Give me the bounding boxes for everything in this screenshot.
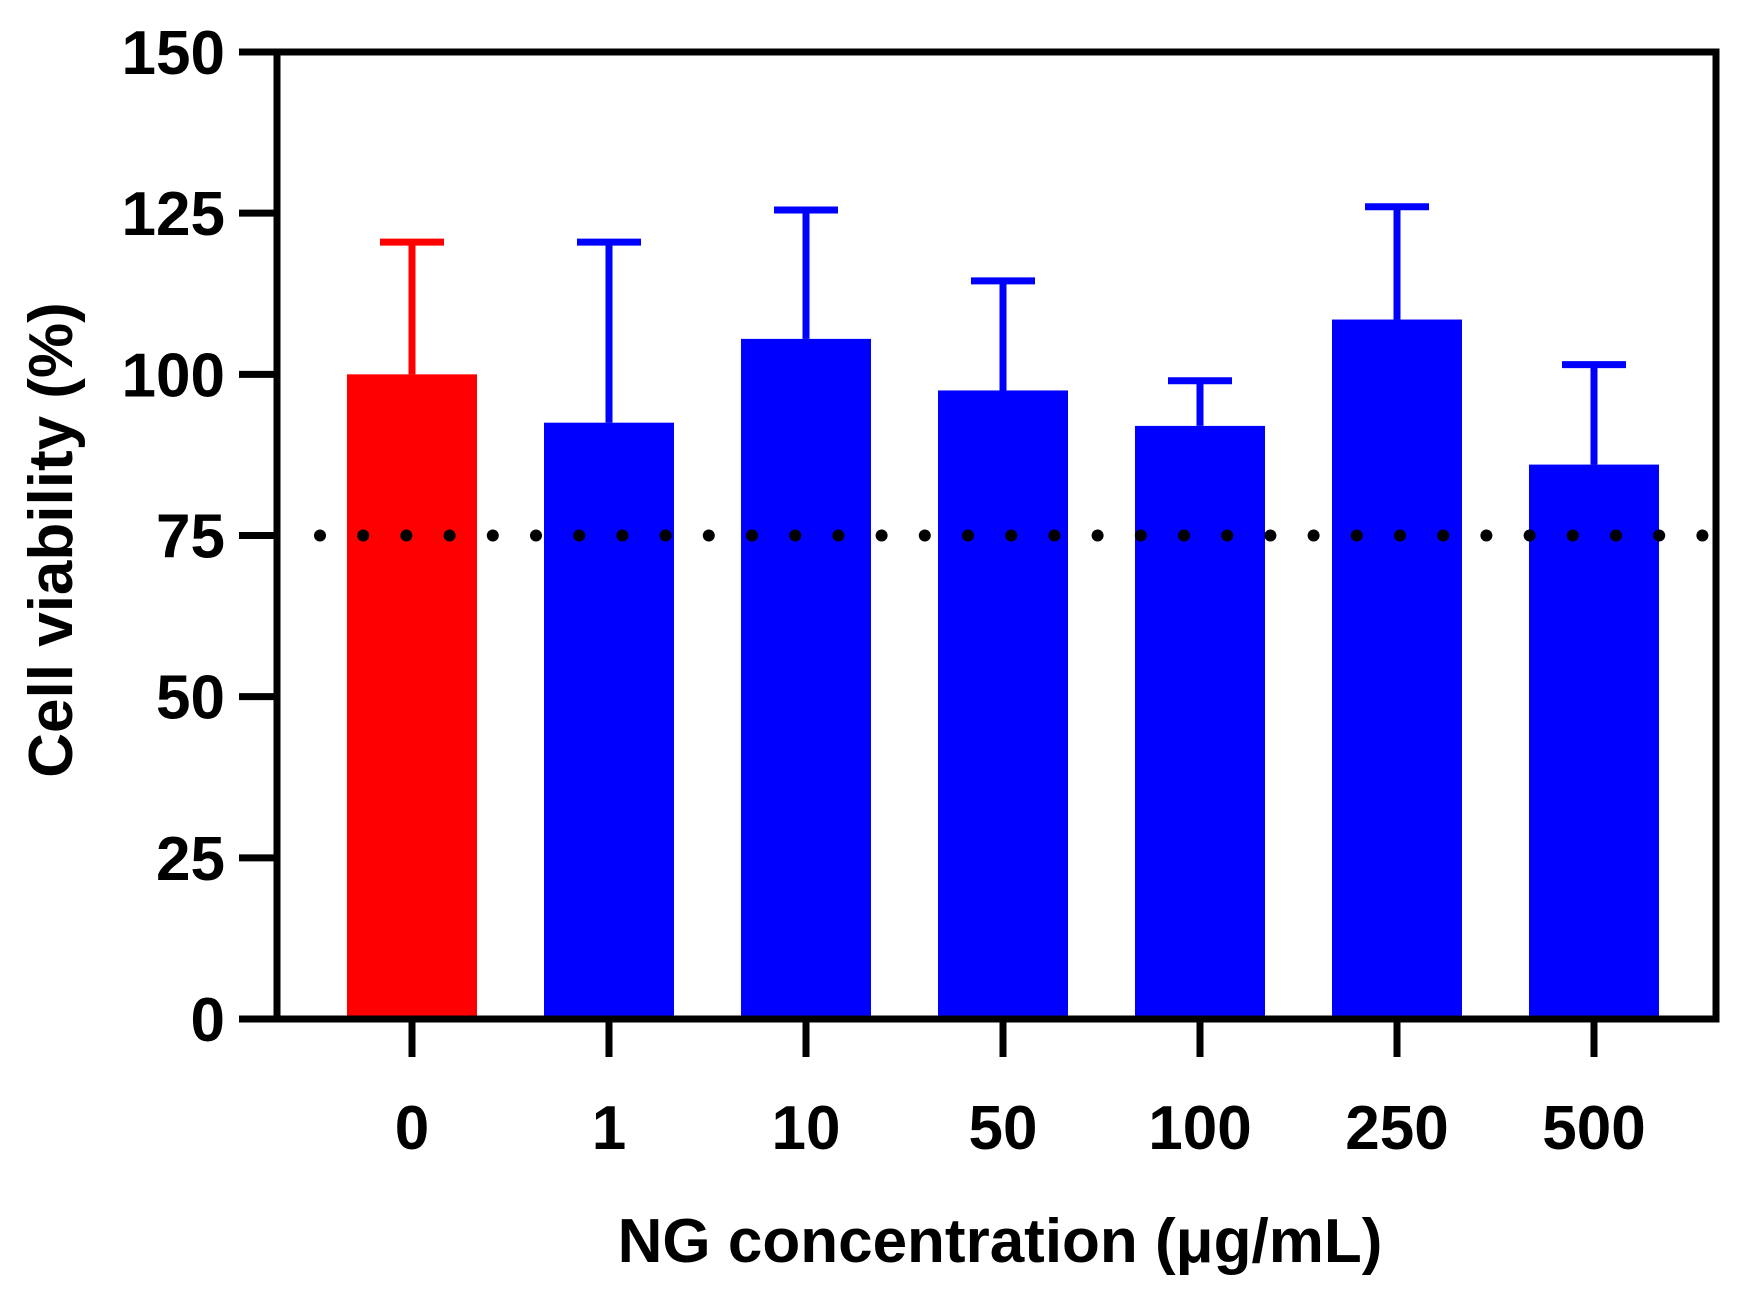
bar-50 bbox=[938, 390, 1068, 1019]
bars-layer bbox=[347, 319, 1659, 1020]
x-tick-label-500: 500 bbox=[1542, 1094, 1645, 1163]
y-axis-title: Cell viability (%) bbox=[17, 302, 86, 777]
error-bars-layer bbox=[380, 203, 1626, 465]
y-axis: 0 25 50 75 100 125 150 bbox=[122, 19, 277, 1055]
y-tick-label-0: 0 bbox=[191, 986, 225, 1055]
y-tick-label-25: 25 bbox=[156, 825, 225, 894]
x-tick-label-250: 250 bbox=[1345, 1094, 1448, 1163]
x-axis-title: NG concentration (μg/mL) bbox=[618, 1207, 1383, 1276]
x-tick-label-10: 10 bbox=[772, 1094, 841, 1163]
x-tick-label-0: 0 bbox=[395, 1094, 429, 1163]
bar-10 bbox=[741, 338, 871, 1019]
bar-100 bbox=[1135, 425, 1265, 1019]
y-tick-label-75: 75 bbox=[156, 503, 225, 572]
bar-1 bbox=[544, 422, 674, 1019]
x-axis: 0 1 10 50 100 250 500 bbox=[395, 1019, 1646, 1163]
y-tick-label-100: 100 bbox=[122, 341, 225, 410]
x-tick-label-50: 50 bbox=[969, 1094, 1038, 1163]
y-tick-label-125: 125 bbox=[122, 180, 225, 249]
bar-500 bbox=[1529, 464, 1659, 1019]
y-tick-label-150: 150 bbox=[122, 19, 225, 88]
x-tick-label-1: 1 bbox=[592, 1094, 626, 1163]
x-tick-label-100: 100 bbox=[1148, 1094, 1251, 1163]
y-tick-label-50: 50 bbox=[156, 664, 225, 733]
bar-250 bbox=[1332, 319, 1462, 1020]
bar-0 bbox=[347, 374, 477, 1019]
